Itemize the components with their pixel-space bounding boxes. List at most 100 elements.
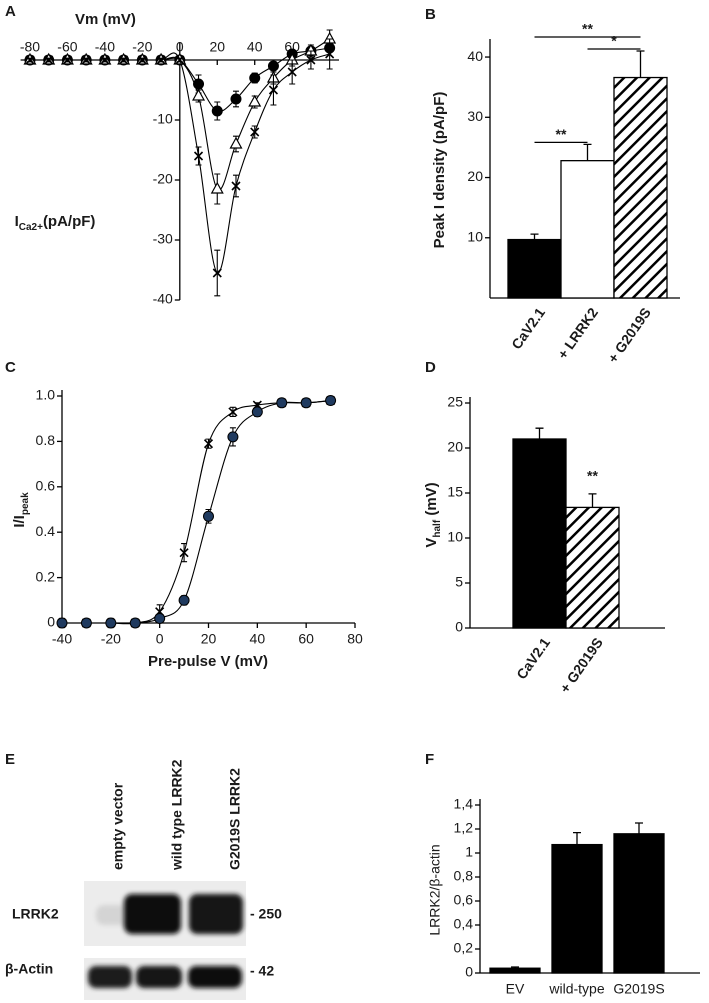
marker — [80, 617, 92, 629]
chart-panel: D 0 5 10 15 20 25 Vhalf (mV) CaV2.1 + G2019S ** — [423, 359, 665, 696]
axis-label: I/Ipeak — [11, 492, 31, 528]
y-tick-label: -40 — [153, 291, 173, 307]
axis-label-main: I — [15, 213, 19, 230]
y-tick-label: -30 — [153, 231, 173, 247]
marker — [203, 510, 214, 522]
fit-curve — [61, 399, 331, 625]
y-tick-label: 0,8 — [454, 868, 474, 884]
y-tick-label: 0 — [47, 614, 55, 630]
axis-label: Peak I density (pA/pF) — [431, 92, 448, 249]
y-tick-label: 0 — [465, 964, 473, 980]
y-tick-label: 25 — [447, 394, 463, 410]
marker — [156, 55, 166, 65]
y-tick-label: 30 — [467, 108, 483, 124]
error-bar — [511, 966, 519, 969]
lane-label: empty vector — [110, 782, 126, 870]
x-tick-label: + G2019S — [556, 635, 605, 696]
bar — [613, 833, 665, 974]
axis-label: Pre-pulse V (mV) — [148, 653, 268, 670]
marker — [56, 617, 68, 629]
axis-label-sub: peak — [20, 492, 31, 515]
bar — [489, 967, 541, 974]
marker — [306, 55, 316, 65]
bar — [507, 238, 562, 299]
blot-band — [136, 966, 182, 988]
marker — [276, 397, 288, 409]
x-tick-label: -40 — [95, 39, 115, 55]
axis-label: ICa2+(pA/pF) — [15, 213, 96, 233]
marker — [203, 439, 214, 449]
y-tick-label: 0.8 — [36, 432, 56, 448]
x-tick-label: 0 — [176, 39, 184, 55]
x-tick-label: -80 — [20, 39, 40, 55]
axis-label-unit: (mV) — [423, 482, 440, 520]
marker — [100, 55, 110, 65]
marker — [211, 105, 223, 117]
marker — [44, 55, 54, 65]
marker — [119, 55, 129, 65]
axis-label-sub: half — [432, 519, 443, 537]
blot-band — [124, 894, 181, 934]
y-tick-label: 10 — [447, 529, 463, 545]
blot-band — [189, 894, 243, 934]
marker — [137, 55, 147, 65]
y-tick-label: 0.2 — [36, 568, 56, 584]
panel-label: C — [5, 359, 16, 376]
chart-panel: A -10 -20 -30 -40 ICa2+(pA/pF) -80 -60 -40 -20 0 20… — [5, 3, 339, 307]
axis-label-unit: (pA/pF) — [43, 213, 95, 230]
axis-label: Vhalf (mV) — [423, 482, 443, 547]
marker — [192, 88, 206, 101]
panel-label: B — [425, 6, 436, 23]
fit-curve — [61, 399, 331, 624]
marker — [251, 406, 263, 418]
y-tick-label: 5 — [455, 574, 463, 590]
bar — [512, 438, 567, 629]
bar — [560, 160, 615, 299]
axis-label-main: V — [423, 538, 440, 548]
row-label: LRRK2 — [12, 906, 59, 922]
y-tick-label: 0,6 — [454, 892, 474, 908]
chart-panel: F 0 0,2 0,4 0,6 0,8 1 1,2 1,4 LRRK2/β-actin EV wild… — [425, 751, 700, 997]
bar — [613, 76, 668, 299]
axis-label: Vm (mV) — [75, 11, 136, 28]
marker — [175, 55, 185, 65]
x-tick-label: wild-type — [548, 981, 604, 997]
marker — [154, 612, 166, 624]
marker — [267, 60, 279, 72]
marker — [230, 93, 242, 105]
x-tick-label: -40 — [52, 631, 72, 647]
axis-label-main: I/I — [11, 515, 28, 528]
x-tick-label: 40 — [250, 631, 266, 647]
y-tick-label: 0.4 — [36, 523, 56, 539]
y-tick-label: 40 — [467, 48, 483, 64]
significance-label: ** — [582, 21, 593, 37]
blot-panel: E empty vector wild type LRRK2 G2019S LR… — [5, 751, 282, 1000]
panel-label: A — [5, 3, 16, 20]
error-bar — [583, 143, 592, 161]
marker — [268, 85, 279, 95]
marker — [212, 268, 222, 278]
x-tick-label: 80 — [347, 631, 363, 647]
y-tick-label: 0,2 — [454, 940, 474, 956]
error-bar — [573, 831, 581, 845]
error-bar — [530, 233, 539, 240]
marker — [231, 181, 241, 191]
panel-label: F — [425, 751, 434, 768]
axis-label: LRRK2/β-actin — [427, 844, 443, 935]
x-tick-label: CaV2.1 — [513, 634, 553, 682]
marker — [249, 72, 261, 84]
y-tick-label: 15 — [447, 484, 463, 500]
marker — [287, 67, 297, 77]
marker — [81, 55, 91, 65]
chart-panel: B 10 20 30 40 Peak I density (pA/pF) CaV2.1 + L… — [425, 6, 680, 366]
x-tick-label: 20 — [201, 631, 217, 647]
marker — [325, 49, 335, 59]
x-tick-label: 0 — [156, 631, 164, 647]
x-tick-label: 60 — [298, 631, 314, 647]
y-tick-label: 20 — [467, 168, 483, 184]
significance-label: ** — [587, 468, 598, 484]
significance-label: ** — [556, 126, 567, 142]
y-tick-label: -20 — [153, 171, 173, 187]
error-bar — [535, 427, 544, 439]
